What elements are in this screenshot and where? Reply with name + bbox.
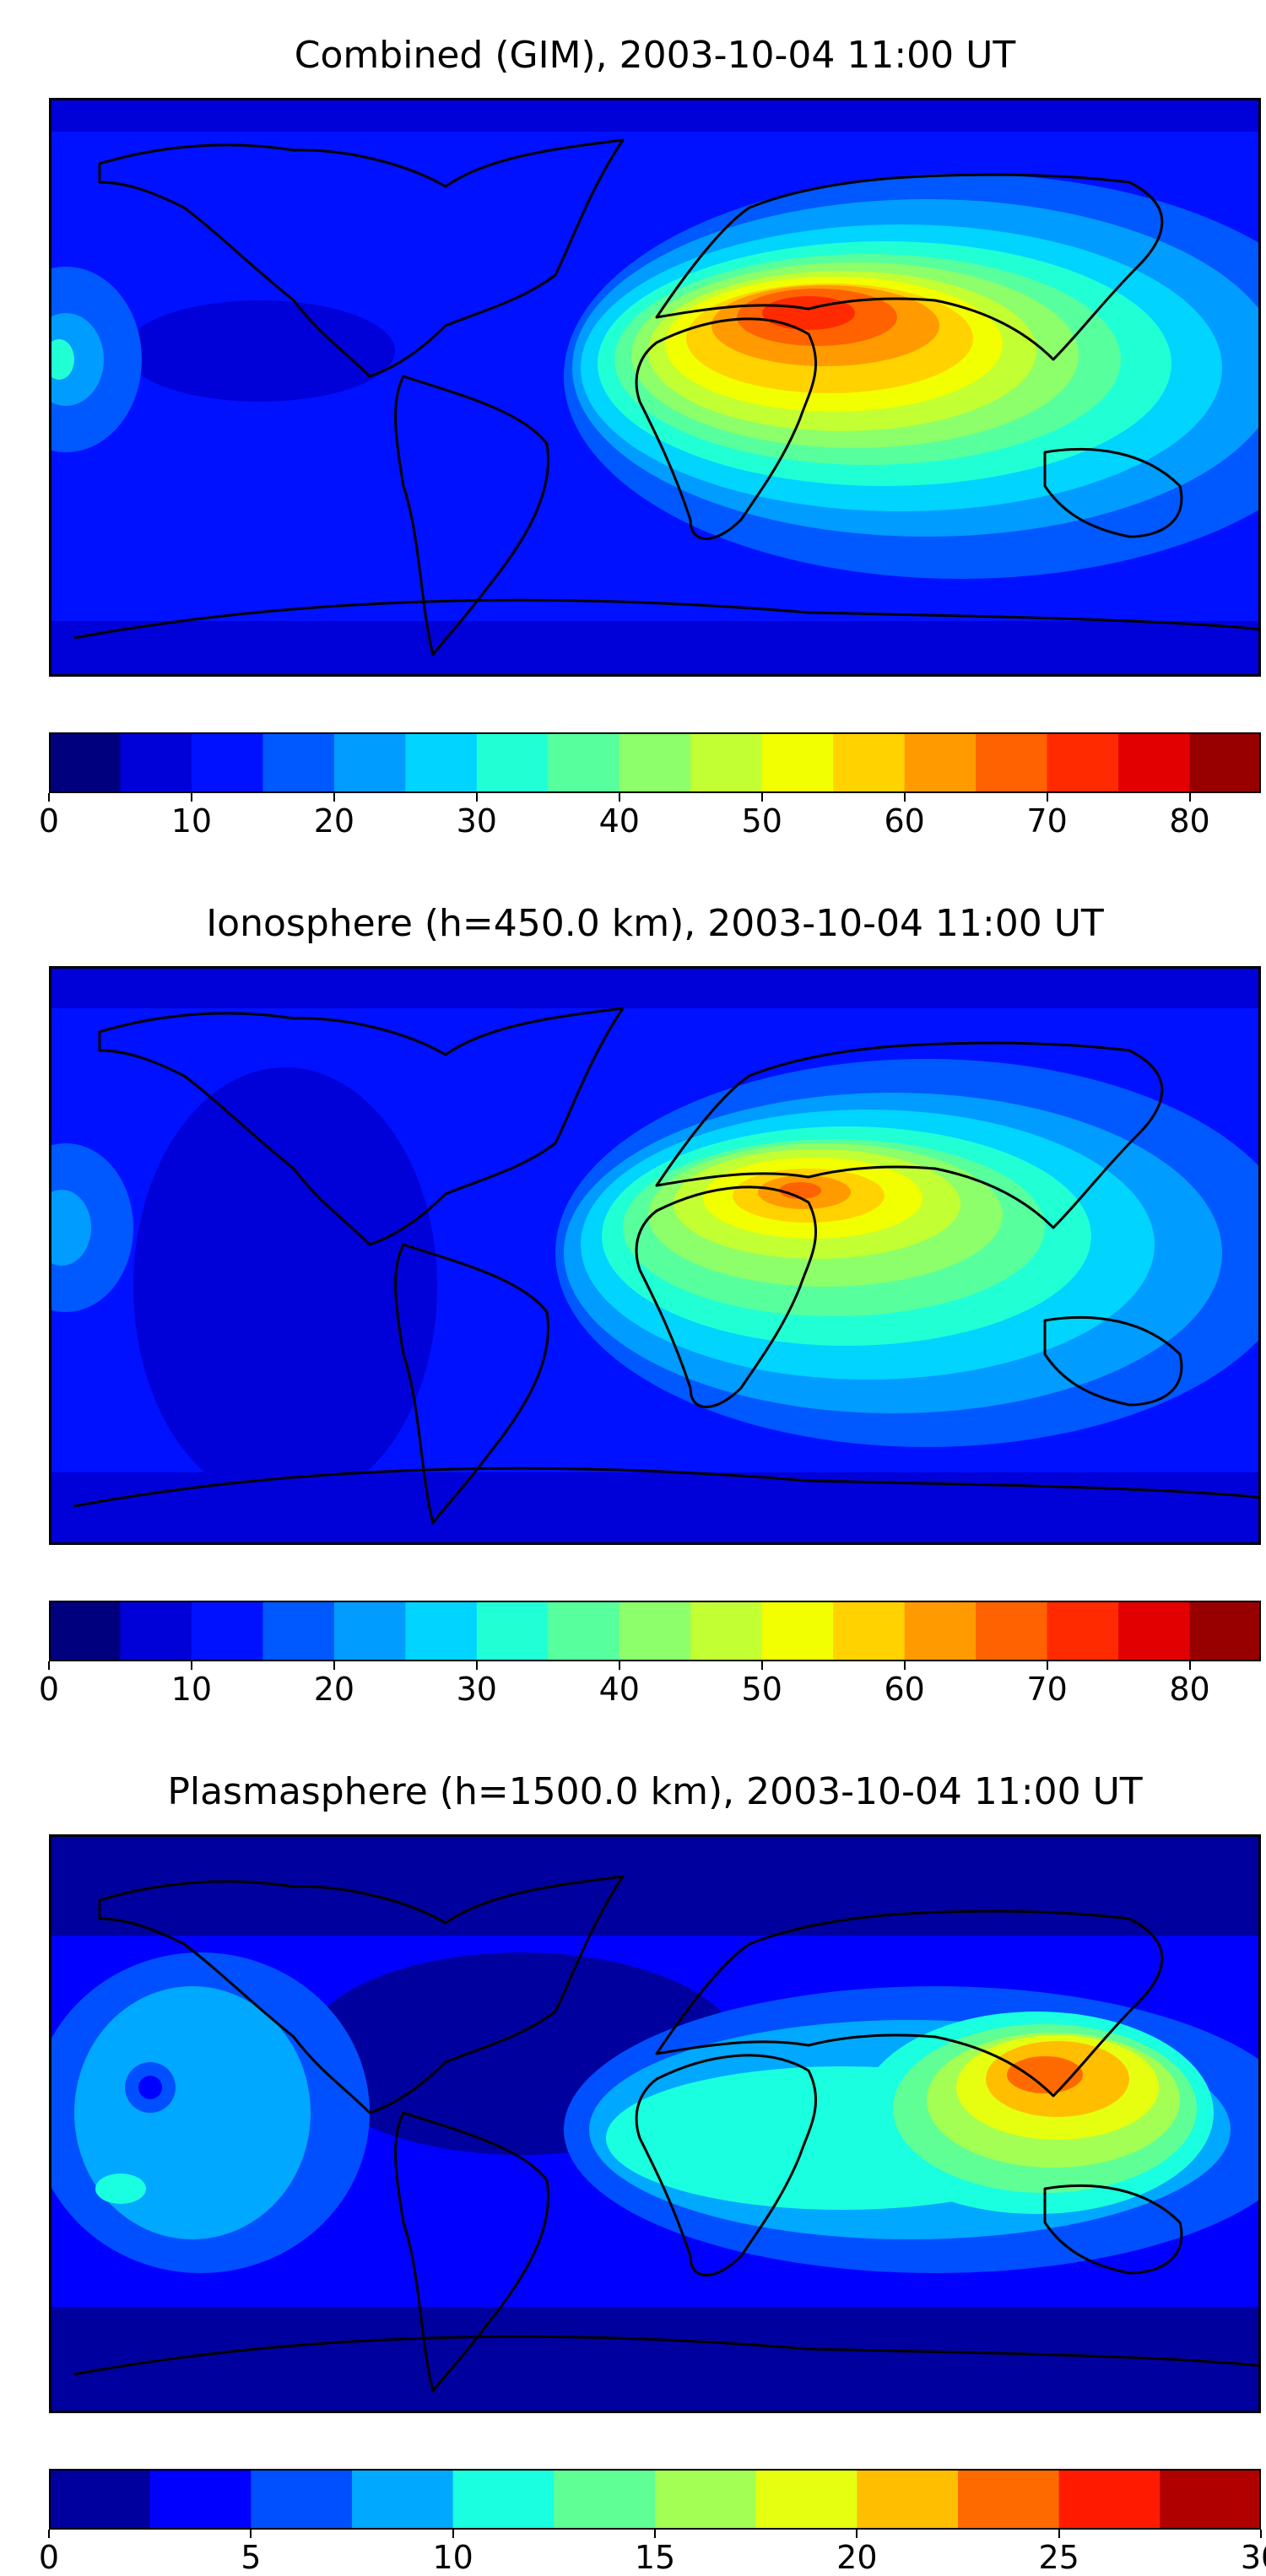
colorbar-swatch	[49, 2469, 151, 2530]
colorbar-swatch	[120, 732, 192, 793]
colorbar-swatches	[49, 1601, 1261, 1661]
tec-contours-ionosphere	[49, 966, 1261, 1545]
colorbar-swatch	[619, 732, 691, 793]
colorbar-combined	[49, 732, 1261, 793]
colorbar-frame	[49, 732, 1261, 793]
colorbar-swatch	[405, 1601, 478, 1661]
tec-contours-plasmasphere	[49, 1834, 1261, 2413]
colorbar-swatch	[1047, 732, 1119, 793]
colorbar-swatch	[548, 1601, 620, 1661]
tec-map-ionosphere	[49, 966, 1261, 1545]
colorbar-swatch	[251, 2469, 353, 2530]
colorbar-swatch	[476, 732, 549, 793]
colorbar-ionosphere	[49, 1601, 1261, 1661]
colorbar-swatch	[1058, 2469, 1160, 2530]
colorbar-swatch	[755, 2469, 858, 2530]
colorbar-swatch	[476, 1601, 549, 1661]
colorbar-swatch	[1047, 1601, 1119, 1661]
colorbar-swatch	[149, 2469, 252, 2530]
colorbar-plasmasphere	[49, 2469, 1261, 2530]
colorbar-swatch	[452, 2469, 555, 2530]
colorbar-swatch	[904, 732, 977, 793]
map-frame	[49, 966, 1261, 1545]
colorbar-swatch	[690, 1601, 763, 1661]
map-title-plasmasphere: Plasmasphere (h=1500.0 km), 2003-10-04 1…	[167, 1770, 1143, 1813]
map-frame	[49, 98, 1261, 677]
colorbar-ticks-plasmasphere: 0 5 10 15 20 25 30	[39, 2530, 1266, 2575]
colorbar-swatch	[690, 732, 763, 793]
colorbar-swatch	[548, 732, 620, 793]
colorbar-ticks-combined: 0 10 20 30 40 50 60 70 80	[39, 793, 1261, 839]
colorbar-swatch	[554, 2469, 656, 2530]
colorbar-ticks-ionosphere: 0 10 20 30 40 50 60 70 80	[39, 1661, 1261, 1707]
map-frame	[49, 1834, 1261, 2413]
colorbar-swatch	[49, 1601, 121, 1661]
colorbar-swatch	[958, 2469, 1060, 2530]
colorbar-swatches	[49, 732, 1261, 793]
colorbar-swatch	[655, 2469, 757, 2530]
tec-map-plasmasphere	[49, 1834, 1261, 2413]
colorbar-swatches	[49, 2469, 1261, 2530]
colorbar-swatch	[761, 1601, 834, 1661]
colorbar-swatch	[352, 2469, 454, 2530]
map-title-combined: Combined (GIM), 2003-10-04 11:00 UT	[294, 34, 1016, 77]
colorbar-swatch	[333, 1601, 406, 1661]
colorbar-swatch	[1189, 732, 1261, 793]
coastlines-ionosphere	[73, 1007, 1261, 1525]
coastlines-combined	[73, 138, 1261, 656]
colorbar-swatch	[49, 732, 121, 793]
map-title-ionosphere: Ionosphere (h=450.0 km), 2003-10-04 11:0…	[206, 902, 1104, 945]
colorbar-swatch	[619, 1601, 691, 1661]
colorbar-swatch	[761, 732, 834, 793]
colorbar-frame	[49, 1601, 1261, 1661]
colorbar-swatch	[1118, 1601, 1191, 1661]
tec-contours-combined	[49, 98, 1261, 677]
colorbar-swatch	[191, 732, 263, 793]
colorbar-swatch	[1189, 1601, 1261, 1661]
colorbar-swatch	[405, 732, 478, 793]
colorbar-swatch	[833, 732, 906, 793]
colorbar-swatch	[976, 732, 1048, 793]
colorbar-swatch	[1160, 2469, 1261, 2530]
colorbar-swatch	[833, 1601, 906, 1661]
colorbar-swatch	[191, 1601, 263, 1661]
colorbar-swatch	[1118, 732, 1191, 793]
colorbar-swatch	[857, 2469, 959, 2530]
colorbar-swatch	[333, 732, 406, 793]
colorbar-frame	[49, 2469, 1261, 2530]
colorbar-swatch	[262, 1601, 335, 1661]
colorbar-swatch	[976, 1601, 1048, 1661]
colorbar-swatch	[262, 732, 335, 793]
coastlines-plasmasphere	[73, 1875, 1261, 2393]
colorbar-swatch	[904, 1601, 977, 1661]
tec-map-combined	[49, 98, 1261, 677]
colorbar-swatch	[120, 1601, 192, 1661]
